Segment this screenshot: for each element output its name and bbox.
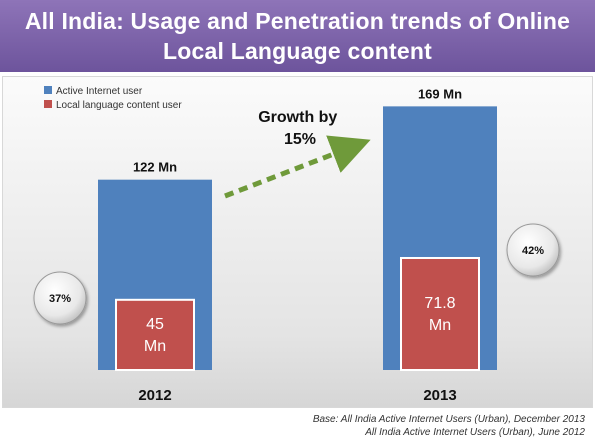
chart-title: All India: Usage and Penetration trends … <box>24 8 571 64</box>
x-tick-label-2012: 2012 <box>138 387 171 404</box>
data-label-active-internet-2012: 122 Mn <box>133 160 177 175</box>
growth-label: Growth by 15% <box>258 109 342 148</box>
growth-label-line2: 15% <box>284 131 316 148</box>
data-label-active-internet-2013: 169 Mn <box>418 86 462 101</box>
legend: Active Internet user Local language cont… <box>44 86 182 111</box>
penetration-label-2012: 37% <box>49 293 71 305</box>
legend-label-active-internet: Active Internet user <box>56 86 143 97</box>
penetration-circle-2013 <box>506 223 560 277</box>
bar-local-language-2013 <box>400 256 480 372</box>
footer-line-2: All India Active Internet Users (Urban),… <box>365 427 585 438</box>
legend-swatch-local-language <box>44 100 52 108</box>
penetration-label-2013: 42% <box>522 245 544 257</box>
footer-line-1: Base: All India Active Internet Users (U… <box>312 414 585 425</box>
growth-label-line1: Growth by <box>258 109 337 126</box>
legend-swatch-active-internet <box>44 86 52 94</box>
bars: 122 Mn 45 Mn 169 Mn 71.8 Mn <box>98 86 497 372</box>
data-label-local-language-2012: 45 Mn <box>144 316 166 355</box>
growth-arrow <box>224 135 371 199</box>
title-bar: All India: Usage and Penetration trends … <box>0 0 595 72</box>
footer-note: Base: All India Active Internet Users (U… <box>165 413 585 439</box>
bar-local-language-2012 <box>115 298 195 371</box>
penetration-circle-2012 <box>33 271 87 325</box>
legend-label-local-language: Local language content user <box>56 100 182 111</box>
data-label-local-language-2013: 71.8 Mn <box>424 295 455 334</box>
x-tick-label-2013: 2013 <box>423 387 456 404</box>
